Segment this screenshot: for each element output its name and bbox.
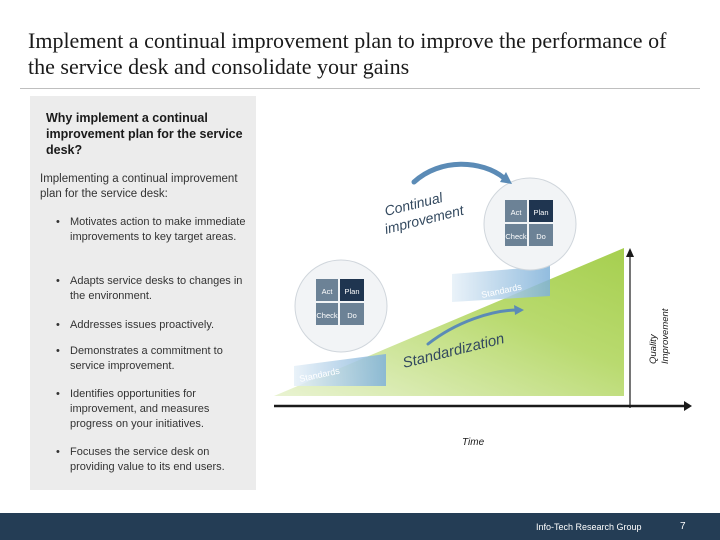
do-label: Do	[347, 311, 357, 320]
bullet-text: Adapts service desks to changes in the e…	[70, 275, 243, 302]
bullet-marker: •	[56, 446, 60, 458]
slide-title: Implement a continual improvement plan t…	[28, 28, 667, 79]
curved-arrow-head-icon	[500, 172, 512, 184]
bullet-text: Addresses issues proactively.	[70, 319, 215, 331]
do-label: Do	[536, 232, 546, 241]
bullet-marker: •	[56, 275, 60, 287]
check-quadrant	[505, 224, 527, 246]
act-quadrant	[316, 279, 338, 301]
y-axis-arrowhead	[626, 248, 634, 257]
curved-arrow-head-icon	[514, 305, 524, 315]
bullet-text: Focuses the service desk on providing va…	[70, 446, 225, 473]
list-item: • Addresses issues proactively.	[56, 318, 252, 333]
check-label: Check	[316, 311, 338, 320]
sidebar-question: Why implement a continual improvement pl…	[46, 111, 243, 157]
list-item: • Identifies opportunities for improveme…	[56, 387, 252, 432]
do-quadrant	[340, 303, 364, 325]
curved-arrow-icon	[411, 161, 507, 185]
pdca-wheel-lower: Act Plan Check Do	[294, 259, 388, 353]
plan-quadrant	[340, 279, 364, 301]
improvement-diagram: Standards Standards Standardization Act …	[274, 161, 692, 448]
footer-bar	[0, 513, 720, 540]
list-item: • Motivates action to make immediate imp…	[56, 215, 252, 245]
bullet-text: Motivates action to make immediate impro…	[70, 216, 246, 243]
check-quadrant	[316, 303, 338, 325]
plan-label: Plan	[533, 208, 548, 217]
bullet-marker: •	[56, 345, 60, 357]
pdca-wheel-upper: Act Plan Check Do	[483, 177, 577, 271]
sidebar-intro: Implementing a continual improvement pla…	[40, 173, 238, 200]
bullet-marker: •	[56, 388, 60, 400]
lower-standards-wedge	[294, 354, 386, 386]
bullet-text: Identifies opportunities for improvement…	[70, 388, 210, 430]
act-label: Act	[511, 208, 523, 217]
do-quadrant	[529, 224, 553, 246]
list-item: • Focuses the service desk on providing …	[56, 445, 252, 475]
act-label: Act	[322, 287, 334, 296]
bullet-marker: •	[56, 319, 60, 331]
sidebar-panel	[30, 96, 256, 490]
plan-label: Plan	[344, 287, 359, 296]
x-axis-arrowhead	[684, 401, 692, 411]
upper-standards-wedge	[452, 266, 550, 302]
title-divider	[20, 88, 700, 89]
curved-arrow-icon	[426, 308, 520, 346]
plan-quadrant	[529, 200, 553, 222]
act-quadrant	[505, 200, 527, 222]
check-label: Check	[505, 232, 527, 241]
bullet-text: Demonstrates a commitment to service imp…	[70, 345, 223, 372]
footer-organization: Info-Tech Research Group	[536, 522, 642, 532]
page-number: 7	[680, 521, 686, 532]
list-item: • Adapts service desks to changes in the…	[56, 274, 252, 304]
y-axis-label-line1: Quality	[648, 333, 659, 364]
y-axis-label-line2: Improvement	[660, 308, 671, 364]
bullet-marker: •	[56, 216, 60, 228]
list-item: • Demonstrates a commitment to service i…	[56, 344, 252, 374]
x-axis-label: Time	[462, 437, 485, 448]
